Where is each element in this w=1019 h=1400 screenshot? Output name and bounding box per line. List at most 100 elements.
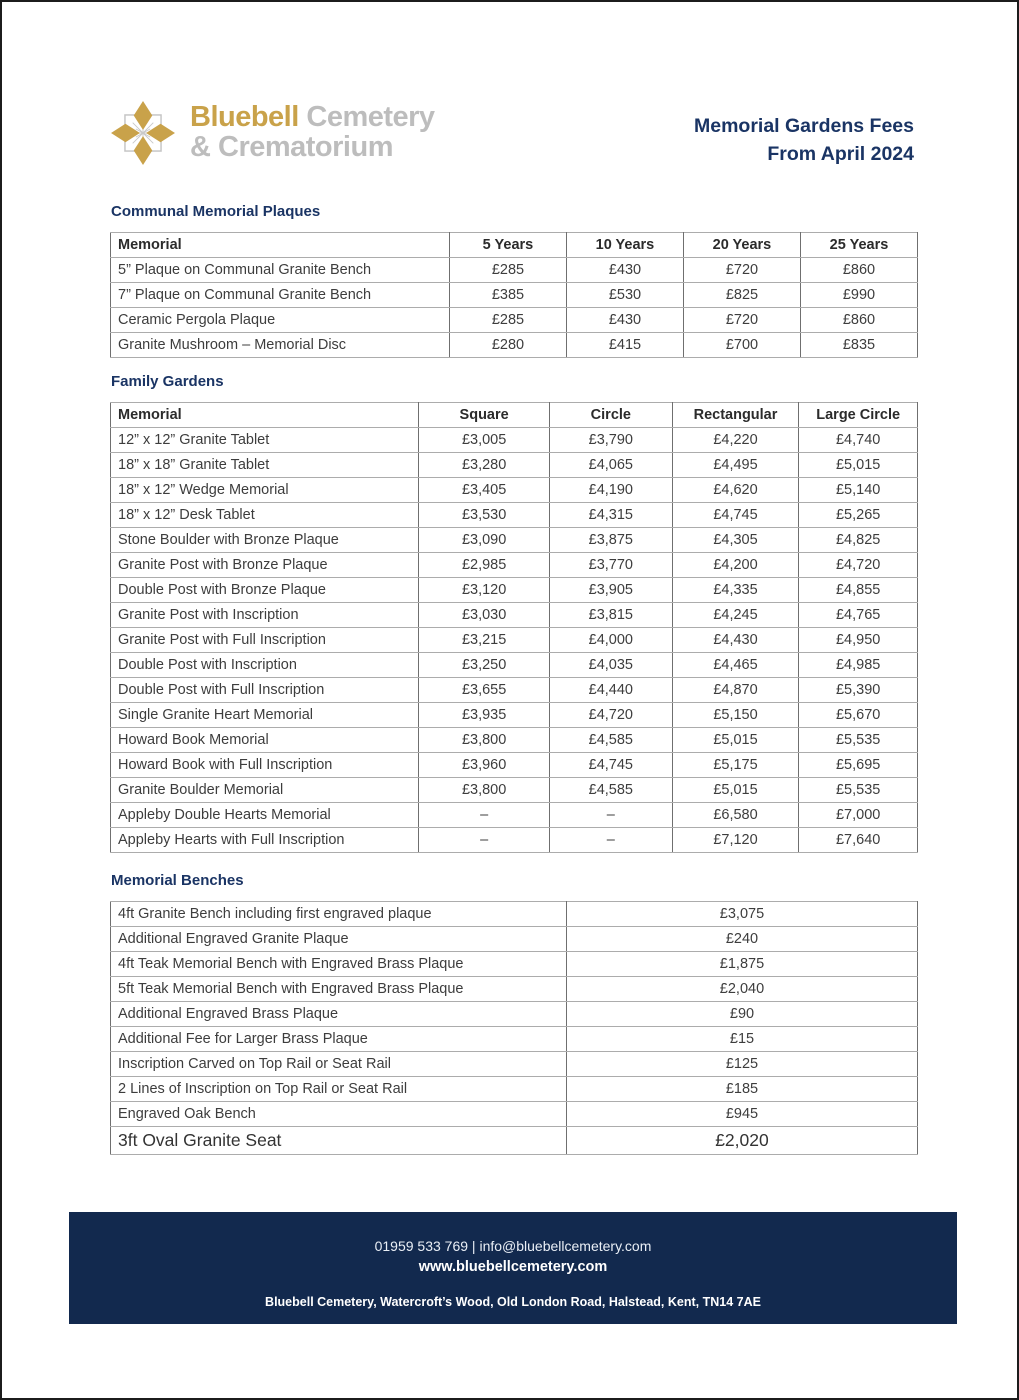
- price-cell: £3,250: [418, 651, 550, 678]
- price-cell: £700: [682, 331, 801, 358]
- page-content: Bluebell Cemetery & Crematorium Memorial…: [2, 98, 1017, 1155]
- price-cell: £5,535: [798, 776, 918, 803]
- memorial-name-cell: Granite Post with Inscription: [109, 601, 420, 628]
- memorial-name-cell: 12” x 12” Granite Tablet: [109, 426, 420, 453]
- memorial-name-cell: Granite Boulder Memorial: [109, 776, 420, 803]
- column-header: 20 Years: [682, 231, 801, 258]
- table-row: 12” x 12” Granite Tablet £3,005 £3,790 £4,2…: [109, 426, 918, 453]
- price-cell: £4,220: [671, 426, 800, 453]
- price-cell: £5,265: [798, 501, 918, 528]
- price-cell: £1,875: [565, 950, 919, 977]
- price-cell: £285: [448, 306, 567, 333]
- memorial-name-cell: Inscription Carved on Top Rail or Seat R…: [110, 1050, 567, 1077]
- price-cell: £3,815: [549, 601, 673, 628]
- price-cell: £2,020: [565, 1125, 919, 1155]
- table-row: Ceramic Pergola Plaque £285 £430 £720 £860: [110, 306, 919, 333]
- price-cell: £5,175: [671, 751, 800, 778]
- price-cell: £3,030: [418, 601, 550, 628]
- price-cell: £3,935: [418, 701, 550, 728]
- price-cell: £4,585: [549, 726, 673, 753]
- price-cell: £4,335: [671, 576, 800, 603]
- footer-website: www.bluebellcemetery.com: [418, 1259, 608, 1275]
- memorial-name-cell: 5” Plaque on Communal Granite Bench: [110, 256, 450, 283]
- price-cell: £5,015: [671, 776, 800, 803]
- price-cell: £240: [565, 925, 919, 952]
- price-cell: £3,090: [418, 526, 550, 553]
- memorial-name-cell: 18” x 18” Granite Tablet: [109, 451, 420, 478]
- price-cell: £835: [799, 331, 919, 358]
- price-cell: £185: [565, 1075, 919, 1102]
- price-cell: £5,015: [671, 726, 800, 753]
- price-cell: £3,655: [418, 676, 550, 703]
- family-gardens-table: Memorial Square Circle Rectangular Large Cir…: [109, 401, 918, 853]
- price-cell: £5,390: [798, 676, 918, 703]
- price-cell: –: [418, 801, 550, 828]
- price-cell: £4,315: [549, 501, 673, 528]
- price-cell: £3,770: [549, 551, 673, 578]
- price-cell: £720: [682, 306, 801, 333]
- table-header-row: Memorial 5 Years 10 Years 20 Years 25 Years: [110, 231, 919, 258]
- price-cell: £7,000: [798, 801, 918, 828]
- memorial-name-cell: Engraved Oak Bench: [110, 1100, 567, 1127]
- price-cell: £4,825: [798, 526, 918, 553]
- price-cell: –: [418, 826, 550, 853]
- price-cell: £430: [565, 306, 684, 333]
- page-header: Bluebell Cemetery & Crematorium Memorial…: [110, 98, 914, 169]
- table-row: Stone Boulder with Bronze Plaque £3,090 £3…: [109, 526, 918, 553]
- table-row: Single Granite Heart Memorial £3,935 £4,72…: [109, 701, 918, 728]
- table-row: 3ft Oval Granite Seat £2,020: [110, 1125, 919, 1155]
- price-cell: £125: [565, 1050, 919, 1077]
- memorial-name-cell: Ceramic Pergola Plaque: [110, 306, 450, 333]
- column-header: Large Circle: [798, 401, 918, 428]
- logo-line2: & Crematorium: [190, 131, 393, 163]
- section-heading-family-gardens: Family Gardens: [111, 372, 224, 390]
- memorial-name-cell: Additional Engraved Granite Plaque: [110, 925, 567, 952]
- table-row: Additional Fee for Larger Brass Plaque £1…: [110, 1025, 919, 1052]
- price-cell: £4,200: [671, 551, 800, 578]
- price-cell: £4,870: [671, 676, 800, 703]
- price-cell: £3,905: [549, 576, 673, 603]
- memorial-name-cell: Stone Boulder with Bronze Plaque: [109, 526, 420, 553]
- memorial-name-cell: Appleby Hearts with Full Inscription: [109, 826, 420, 853]
- table-row: Granite Boulder Memorial £3,800 £4,585 £5,0…: [109, 776, 918, 803]
- price-cell: £3,005: [418, 426, 550, 453]
- price-cell: £4,430: [671, 626, 800, 653]
- price-cell: £3,280: [418, 451, 550, 478]
- table-row: 18” x 12” Wedge Memorial £3,405 £4,190 £4,6…: [109, 476, 918, 503]
- memorial-name-cell: 18” x 12” Desk Tablet: [109, 501, 420, 528]
- logo-line1: Bluebell Cemetery: [190, 103, 435, 133]
- memorial-name-cell: Howard Book with Full Inscription: [109, 751, 420, 778]
- price-cell: £5,140: [798, 476, 918, 503]
- table-row: 2 Lines of Inscription on Top Rail or Se…: [110, 1075, 919, 1102]
- table-row: Granite Post with Bronze Plaque £2,985 £3,…: [109, 551, 918, 578]
- document-title-line2: From April 2024: [767, 143, 914, 166]
- memorial-name-cell: Single Granite Heart Memorial: [109, 701, 420, 728]
- price-cell: £7,120: [671, 826, 800, 853]
- table-row: Additional Engraved Granite Plaque £240: [110, 925, 919, 952]
- price-cell: £4,000: [549, 626, 673, 653]
- price-cell: £4,245: [671, 601, 800, 628]
- price-cell: £3,960: [418, 751, 550, 778]
- price-cell: £4,190: [549, 476, 673, 503]
- communal-plaques-table: Memorial 5 Years 10 Years 20 Years 25 Years 5…: [110, 231, 919, 358]
- price-cell: £5,015: [798, 451, 918, 478]
- logo-word-cemetery: Cemetery: [306, 101, 435, 134]
- column-header: Rectangular: [671, 401, 800, 428]
- price-cell: £860: [799, 306, 919, 333]
- memorial-name-cell: Howard Book Memorial: [109, 726, 420, 753]
- price-cell: £385: [448, 281, 567, 308]
- price-cell: £430: [565, 256, 684, 283]
- memorial-name-cell: Additional Engraved Brass Plaque: [110, 1000, 567, 1027]
- table-header-row: Memorial Square Circle Rectangular Large Cir…: [109, 401, 918, 428]
- column-header: Circle: [549, 401, 673, 428]
- price-cell: £3,405: [418, 476, 550, 503]
- column-header: 25 Years: [799, 231, 919, 258]
- memorial-name-cell: 5ft Teak Memorial Bench with Engraved Br…: [110, 975, 567, 1002]
- memorial-name-cell: 3ft Oval Granite Seat: [110, 1125, 567, 1155]
- column-header: Memorial: [109, 401, 420, 428]
- price-cell: £945: [565, 1100, 919, 1127]
- price-cell: £4,720: [549, 701, 673, 728]
- price-cell: £5,695: [798, 751, 918, 778]
- column-header: 5 Years: [448, 231, 567, 258]
- document-title-line1: Memorial Gardens Fees: [693, 115, 914, 137]
